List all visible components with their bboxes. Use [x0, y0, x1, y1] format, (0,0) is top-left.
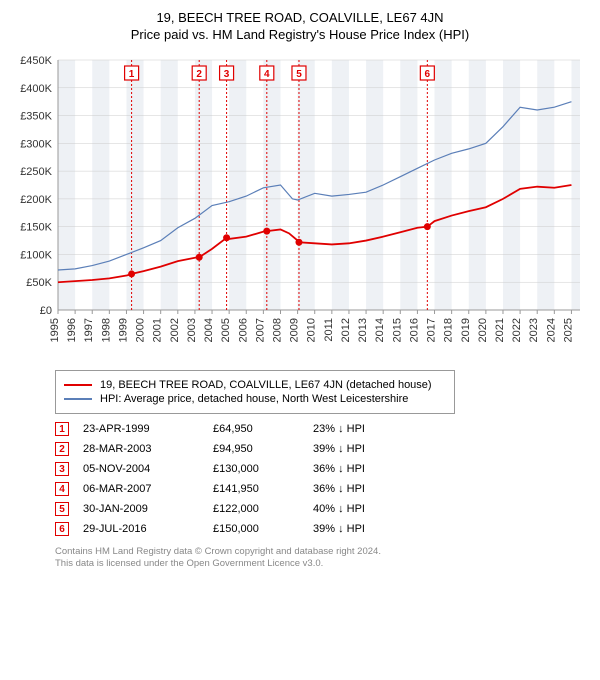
tx-marker: 1	[55, 422, 69, 436]
svg-text:1: 1	[129, 69, 135, 80]
tx-price: £141,950	[213, 483, 313, 495]
svg-text:2000: 2000	[135, 318, 147, 342]
svg-text:£150K: £150K	[20, 222, 52, 234]
tx-marker: 2	[55, 442, 69, 456]
svg-text:2014: 2014	[374, 318, 386, 342]
chart-svg: £0 £50K £100K £150K £200K £250K £300K £350K £400…	[10, 50, 590, 360]
tx-date: 28-MAR-2003	[83, 443, 213, 455]
svg-text:1997: 1997	[83, 318, 95, 342]
tx-marker: 5	[55, 502, 69, 516]
table-row: 5 30-JAN-2009£122,00040% ↓ HPI	[55, 502, 590, 516]
svg-text:£450K: £450K	[20, 55, 52, 67]
svg-text:3: 3	[224, 69, 230, 80]
table-row: 2 28-MAR-2003£94,95039% ↓ HPI	[55, 442, 590, 456]
legend-label-property: 19, BEECH TREE ROAD, COALVILLE, LE67 4JN…	[100, 379, 432, 391]
chart-plot: £0 £50K £100K £150K £200K £250K £300K £350K £400…	[10, 50, 590, 360]
svg-text:£300K: £300K	[20, 138, 52, 150]
svg-text:2022: 2022	[511, 318, 523, 342]
svg-text:2020: 2020	[477, 318, 489, 342]
legend-row-hpi: HPI: Average price, detached house, Nort…	[64, 393, 446, 405]
svg-text:2023: 2023	[528, 318, 540, 342]
tx-price: £150,000	[213, 523, 313, 535]
legend-swatch-hpi	[64, 398, 92, 400]
svg-text:2002: 2002	[169, 318, 181, 342]
svg-text:2013: 2013	[357, 318, 369, 342]
table-row: 3 05-NOV-2004£130,00036% ↓ HPI	[55, 462, 590, 476]
svg-text:5: 5	[296, 69, 302, 80]
svg-text:1995: 1995	[49, 318, 61, 342]
tx-pct: 40% ↓ HPI	[313, 503, 433, 515]
table-row: 4 06-MAR-2007£141,95036% ↓ HPI	[55, 482, 590, 496]
svg-text:£0: £0	[40, 305, 52, 317]
chart-container: 19, BEECH TREE ROAD, COALVILLE, LE67 4JN…	[0, 0, 600, 579]
svg-text:2012: 2012	[340, 318, 352, 342]
svg-text:4: 4	[264, 69, 270, 80]
svg-text:1999: 1999	[117, 318, 129, 342]
svg-text:2003: 2003	[186, 318, 198, 342]
svg-text:2001: 2001	[152, 318, 164, 342]
tx-date: 29-JUL-2016	[83, 523, 213, 535]
svg-text:1998: 1998	[100, 318, 112, 342]
svg-text:£100K: £100K	[20, 249, 52, 261]
tx-price: £94,950	[213, 443, 313, 455]
svg-text:2009: 2009	[289, 318, 301, 342]
tx-price: £122,000	[213, 503, 313, 515]
tx-price: £64,950	[213, 423, 313, 435]
tx-price: £130,000	[213, 463, 313, 475]
tx-pct: 39% ↓ HPI	[313, 443, 433, 455]
legend-swatch-property	[64, 384, 92, 387]
footer-line2: This data is licensed under the Open Gov…	[55, 558, 590, 570]
svg-text:2010: 2010	[306, 318, 318, 342]
tx-marker: 4	[55, 482, 69, 496]
svg-text:2006: 2006	[237, 318, 249, 342]
legend-row-property: 19, BEECH TREE ROAD, COALVILLE, LE67 4JN…	[64, 379, 446, 391]
tx-date: 23-APR-1999	[83, 423, 213, 435]
legend-label-hpi: HPI: Average price, detached house, Nort…	[100, 393, 408, 405]
svg-text:2004: 2004	[203, 318, 215, 342]
svg-text:£350K: £350K	[20, 111, 52, 123]
svg-text:2021: 2021	[494, 318, 506, 342]
svg-text:2025: 2025	[562, 318, 574, 342]
tx-pct: 36% ↓ HPI	[313, 483, 433, 495]
svg-text:2: 2	[196, 69, 202, 80]
svg-text:£400K: £400K	[20, 83, 52, 95]
svg-text:2017: 2017	[426, 318, 438, 342]
tx-pct: 36% ↓ HPI	[313, 463, 433, 475]
tx-date: 30-JAN-2009	[83, 503, 213, 515]
svg-text:£250K: £250K	[20, 166, 52, 178]
table-row: 1 23-APR-1999£64,95023% ↓ HPI	[55, 422, 590, 436]
chart-subtitle: Price paid vs. HM Land Registry's House …	[10, 27, 590, 42]
svg-text:2008: 2008	[271, 318, 283, 342]
table-row: 6 29-JUL-2016£150,00039% ↓ HPI	[55, 522, 590, 536]
svg-text:2005: 2005	[220, 318, 232, 342]
svg-text:2015: 2015	[391, 318, 403, 342]
svg-text:1996: 1996	[66, 318, 78, 342]
svg-text:2024: 2024	[545, 318, 557, 342]
svg-text:2016: 2016	[408, 318, 420, 342]
legend: 19, BEECH TREE ROAD, COALVILLE, LE67 4JN…	[55, 370, 455, 414]
footer-line1: Contains HM Land Registry data © Crown c…	[55, 546, 590, 558]
chart-title: 19, BEECH TREE ROAD, COALVILLE, LE67 4JN	[10, 10, 590, 25]
tx-marker: 6	[55, 522, 69, 536]
footer: Contains HM Land Registry data © Crown c…	[55, 546, 590, 571]
svg-text:2018: 2018	[443, 318, 455, 342]
svg-text:2019: 2019	[460, 318, 472, 342]
tx-marker: 3	[55, 462, 69, 476]
svg-text:2011: 2011	[323, 318, 335, 342]
tx-pct: 23% ↓ HPI	[313, 423, 433, 435]
tx-pct: 39% ↓ HPI	[313, 523, 433, 535]
tx-date: 05-NOV-2004	[83, 463, 213, 475]
svg-text:6: 6	[425, 69, 431, 80]
tx-date: 06-MAR-2007	[83, 483, 213, 495]
svg-text:2007: 2007	[254, 318, 266, 342]
svg-text:£50K: £50K	[26, 277, 52, 289]
transaction-table: 1 23-APR-1999£64,95023% ↓ HPI 2 28-MAR-2003…	[55, 422, 590, 536]
svg-text:£200K: £200K	[20, 194, 52, 206]
